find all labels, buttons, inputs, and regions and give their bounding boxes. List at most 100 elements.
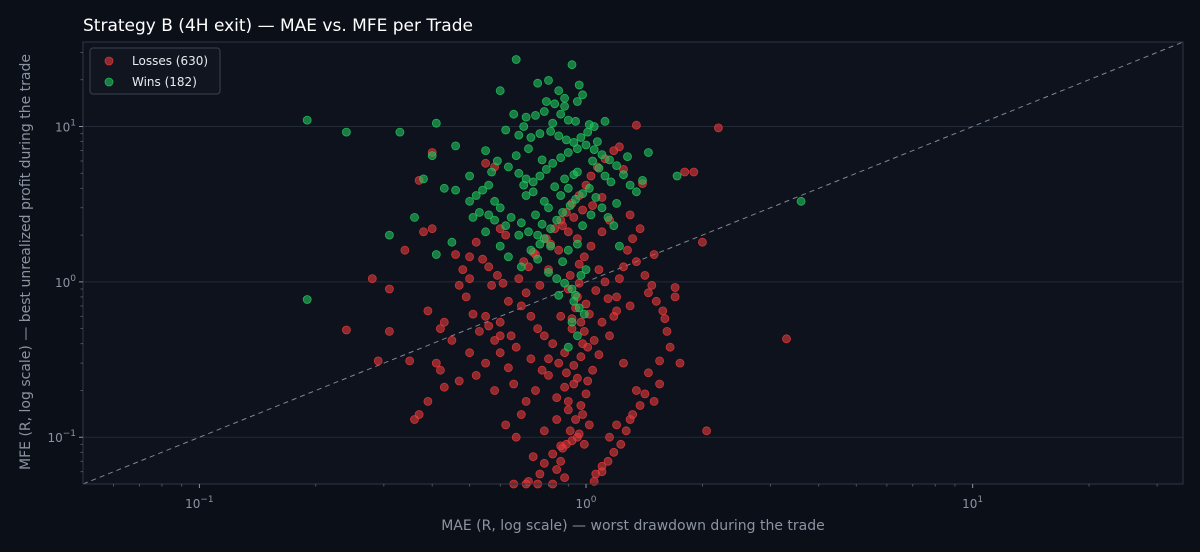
data-point [591,469,601,479]
data-point [635,224,645,234]
data-point [526,354,536,364]
data-point [658,306,668,316]
data-point [563,396,573,406]
data-point [588,201,597,210]
data-point [571,290,580,300]
data-point [574,80,584,90]
data-point [651,296,661,306]
data-point [574,303,584,313]
data-point [586,241,596,251]
data-point [782,334,791,344]
data-point [619,358,628,368]
data-point [481,146,491,156]
data-point [474,326,484,336]
data-point [560,278,569,288]
x-tick-label: 100 [576,495,597,511]
data-point [451,185,461,195]
data-point [487,280,497,290]
data-point [584,183,594,193]
y-tick-label: 100 [55,274,76,290]
data-point [562,135,571,145]
data-point [619,262,628,272]
data-point [400,245,410,255]
data-point [584,420,594,430]
data-point [423,306,433,316]
data-point [528,177,538,187]
data-point [569,137,579,147]
data-point [573,239,582,249]
data-point [623,152,632,162]
data-point [612,420,621,430]
data-point [503,296,513,306]
data-point [552,215,562,225]
y-tick-label: 101 [55,119,76,135]
data-point [341,325,351,335]
data-point [581,299,591,309]
data-point [542,164,551,174]
data-point [484,210,494,220]
data-point [405,356,415,366]
data-point [597,317,607,327]
data-point [714,123,723,133]
data-point [612,161,621,171]
data-point [605,331,614,341]
data-point [548,158,558,168]
data-point [533,78,543,88]
data-point [526,245,536,255]
data-point [556,109,566,119]
data-point [384,284,394,294]
data-point [571,415,580,424]
data-point [535,171,545,181]
series-wins [302,55,806,352]
data-point [367,274,377,284]
data-point [474,207,484,217]
data-point [384,326,394,336]
data-point [665,342,675,352]
data-point [419,174,428,184]
data-point [556,441,566,451]
data-point [591,192,601,202]
data-point [625,301,635,311]
data-point [560,174,569,184]
data-point [521,112,531,122]
data-point [605,155,614,165]
data-point [516,262,526,272]
data-point [521,191,531,200]
data-point [524,227,533,237]
data-point [597,227,607,237]
data-point [539,331,549,341]
data-point [660,314,670,324]
data-point [563,245,573,255]
data-point [583,376,593,386]
data-point [632,386,641,395]
series-losses [341,120,791,489]
data-point [563,115,573,125]
data-point [487,167,497,177]
data-point [548,339,558,349]
data-point [484,180,494,190]
data-point [597,461,607,471]
data-point [468,212,478,222]
data-point [484,262,494,272]
data-point [447,335,457,345]
data-point [698,237,707,247]
data-point [573,373,582,383]
data-point [503,363,513,373]
data-point [565,426,575,436]
data-point [600,277,610,287]
data-point [689,167,699,177]
data-point [461,292,471,302]
data-point [594,350,604,360]
data-point [514,130,524,140]
data-point [544,370,553,380]
data-point [558,207,567,217]
x-tick-label: 101 [962,495,983,511]
data-point [586,171,596,181]
data-point [435,324,445,334]
data-point [521,396,531,406]
data-point [560,382,569,392]
data-point [576,133,586,142]
data-point [501,230,511,240]
data-point [576,352,586,362]
data-point [573,331,582,341]
